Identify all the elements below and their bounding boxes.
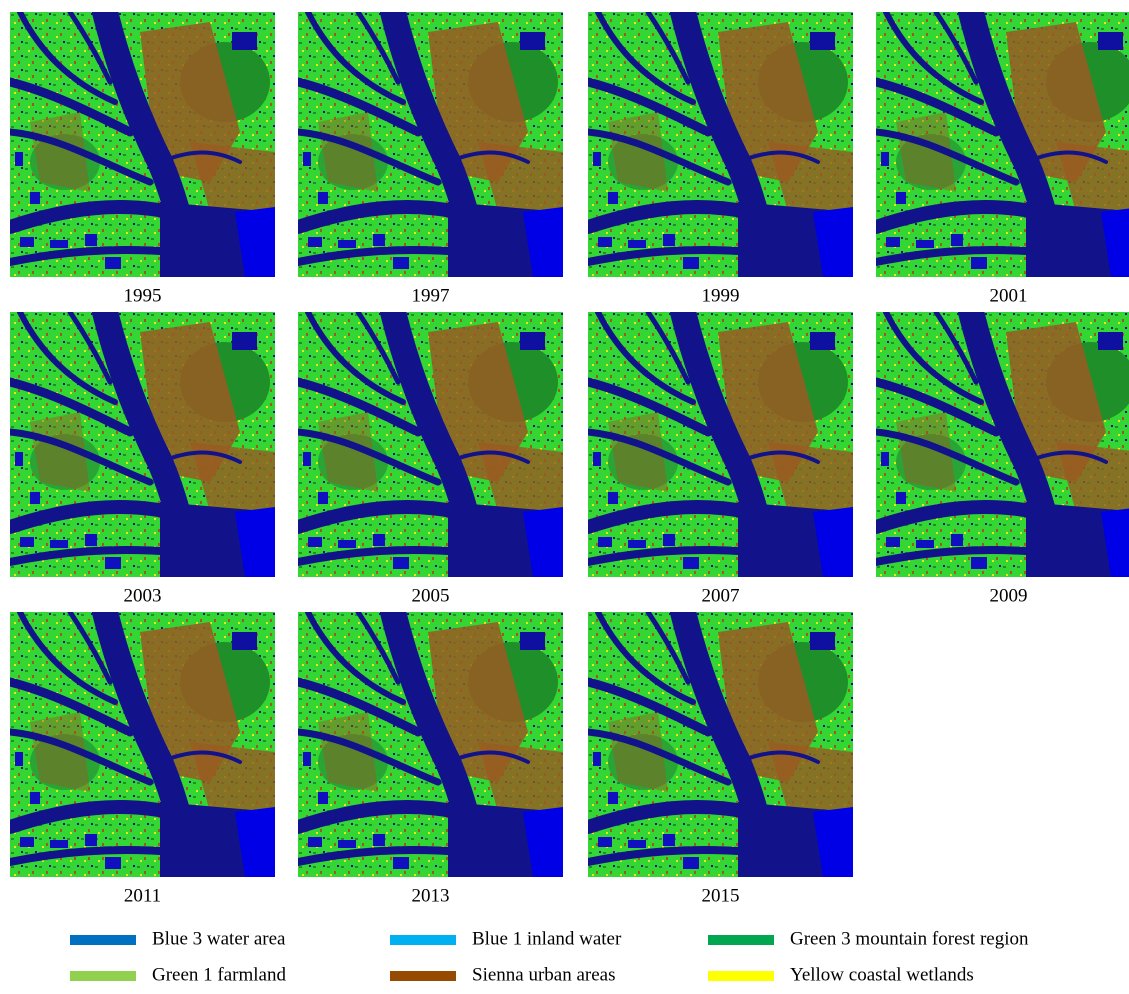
legend-label: Green 1 farmland (152, 964, 286, 985)
map-panel (876, 12, 1129, 277)
legend-swatch (390, 971, 456, 981)
panel-label: 1995 (124, 285, 162, 306)
map-panel (876, 312, 1129, 577)
legend-label: Blue 1 inland water (472, 928, 622, 949)
legend-swatch (708, 935, 774, 945)
panel-label: 1997 (412, 285, 450, 306)
map-panel (298, 12, 563, 277)
map-panel (10, 12, 275, 277)
panel-label: 2007 (702, 585, 740, 606)
legend-label: Yellow coastal wetlands (790, 964, 974, 985)
legend-swatch (708, 971, 774, 981)
panel-label: 2003 (124, 585, 162, 606)
legend-label: Sienna urban areas (472, 964, 616, 985)
panel-label: 1999 (702, 285, 740, 306)
panel-label: 2001 (990, 285, 1028, 306)
map-panel (10, 312, 275, 577)
map-panel (298, 612, 563, 877)
panel-label: 2005 (412, 585, 450, 606)
map-panel (10, 612, 275, 877)
legend-label: Blue 3 water area (152, 928, 286, 949)
map-panel (588, 612, 853, 877)
legend-swatch (390, 935, 456, 945)
panel-label: 2013 (412, 885, 450, 906)
legend-swatch (70, 935, 136, 945)
map-panel (298, 312, 563, 577)
page: {"figure": { "panels": [ {"label": "1995… (0, 0, 1129, 994)
figure: 1995 1997 1999 2001 2003 2005 2007 2009 2011 2013… (0, 0, 1129, 989)
panel-label: 2011 (124, 885, 161, 906)
panel-label: 2015 (702, 885, 740, 906)
panel-label: 2009 (990, 585, 1028, 606)
map-panel (588, 312, 853, 577)
legend-swatch (70, 971, 136, 981)
legend-label: Green 3 mountain forest region (790, 928, 1029, 949)
map-panel (588, 12, 853, 277)
